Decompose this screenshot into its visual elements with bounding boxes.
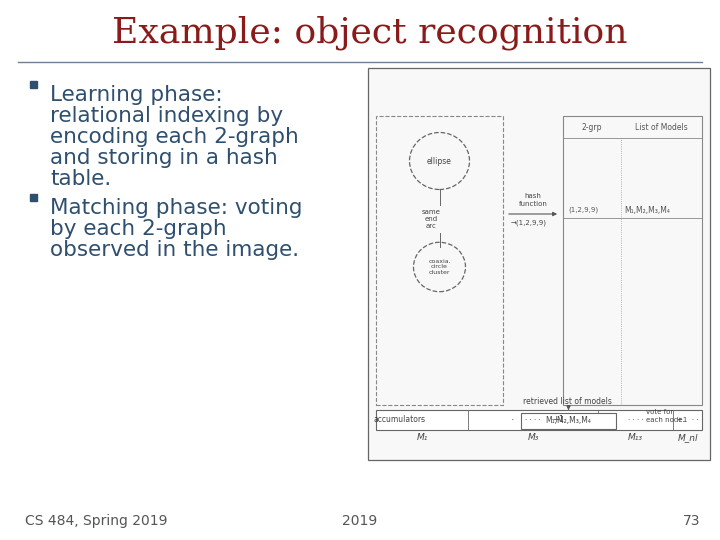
Text: same
end
arc: same end arc [422, 209, 441, 229]
Text: CS 484, Spring 2019: CS 484, Spring 2019 [25, 514, 168, 528]
Text: M₃: M₃ [527, 434, 539, 442]
Bar [563, 116, 702, 405]
Text: M_nl: M_nl [678, 434, 698, 442]
Text: vote for
each node.: vote for each node. [646, 409, 685, 422]
Text: · · · ·: · · · · [525, 417, 541, 423]
Text: observed in the image.: observed in the image. [50, 240, 299, 260]
Text: ·: · [511, 415, 515, 425]
Text: M₁₃: M₁₃ [628, 434, 643, 442]
Text: hash
function: hash function [518, 193, 547, 206]
Text: List of Models: List of Models [635, 123, 688, 132]
Text: and storing in a hash: and storing in a hash [50, 148, 278, 168]
Bar [30, 194, 37, 201]
Text: ·: · [420, 415, 424, 425]
Text: M₁: M₁ [416, 434, 428, 442]
Text: table.: table. [50, 169, 112, 189]
Text: Example: object recognition: Example: object recognition [112, 16, 628, 50]
Text: 2019: 2019 [343, 514, 377, 528]
Text: 73: 73 [683, 514, 700, 528]
Text: +1  · ·: +1 · · [677, 417, 698, 423]
Text: by each 2-graph: by each 2-graph [50, 219, 227, 239]
Text: M₁,M₂,M₃,M₄: M₁,M₂,M₃,M₄ [546, 416, 591, 426]
Text: ellipse: ellipse [427, 157, 452, 165]
Text: Learning phase:: Learning phase: [50, 85, 222, 105]
Bar [521, 413, 616, 429]
Text: accumulators: accumulators [373, 415, 425, 424]
Text: M₁,M₂,M₃,M₄: M₁,M₂,M₃,M₄ [624, 206, 670, 214]
Text: encoding each 2-graph: encoding each 2-graph [50, 127, 299, 147]
Text: retrieved list of models: retrieved list of models [523, 397, 612, 406]
Text: 2-grp: 2-grp [582, 123, 603, 132]
Bar [368, 68, 710, 460]
Text: · · · ·: · · · · [628, 417, 644, 423]
Text: coaxia.
circle
cluster: coaxia. circle cluster [428, 259, 451, 275]
Text: +1: +1 [552, 415, 564, 424]
Bar [30, 81, 37, 88]
Text: →(1,2,9,9): →(1,2,9,9) [511, 220, 547, 226]
Text: (1,2,9,9): (1,2,9,9) [568, 207, 598, 213]
Text: relational indexing by: relational indexing by [50, 106, 283, 126]
Bar [376, 116, 503, 405]
Text: Matching phase: voting: Matching phase: voting [50, 198, 302, 218]
Bar [376, 410, 702, 430]
